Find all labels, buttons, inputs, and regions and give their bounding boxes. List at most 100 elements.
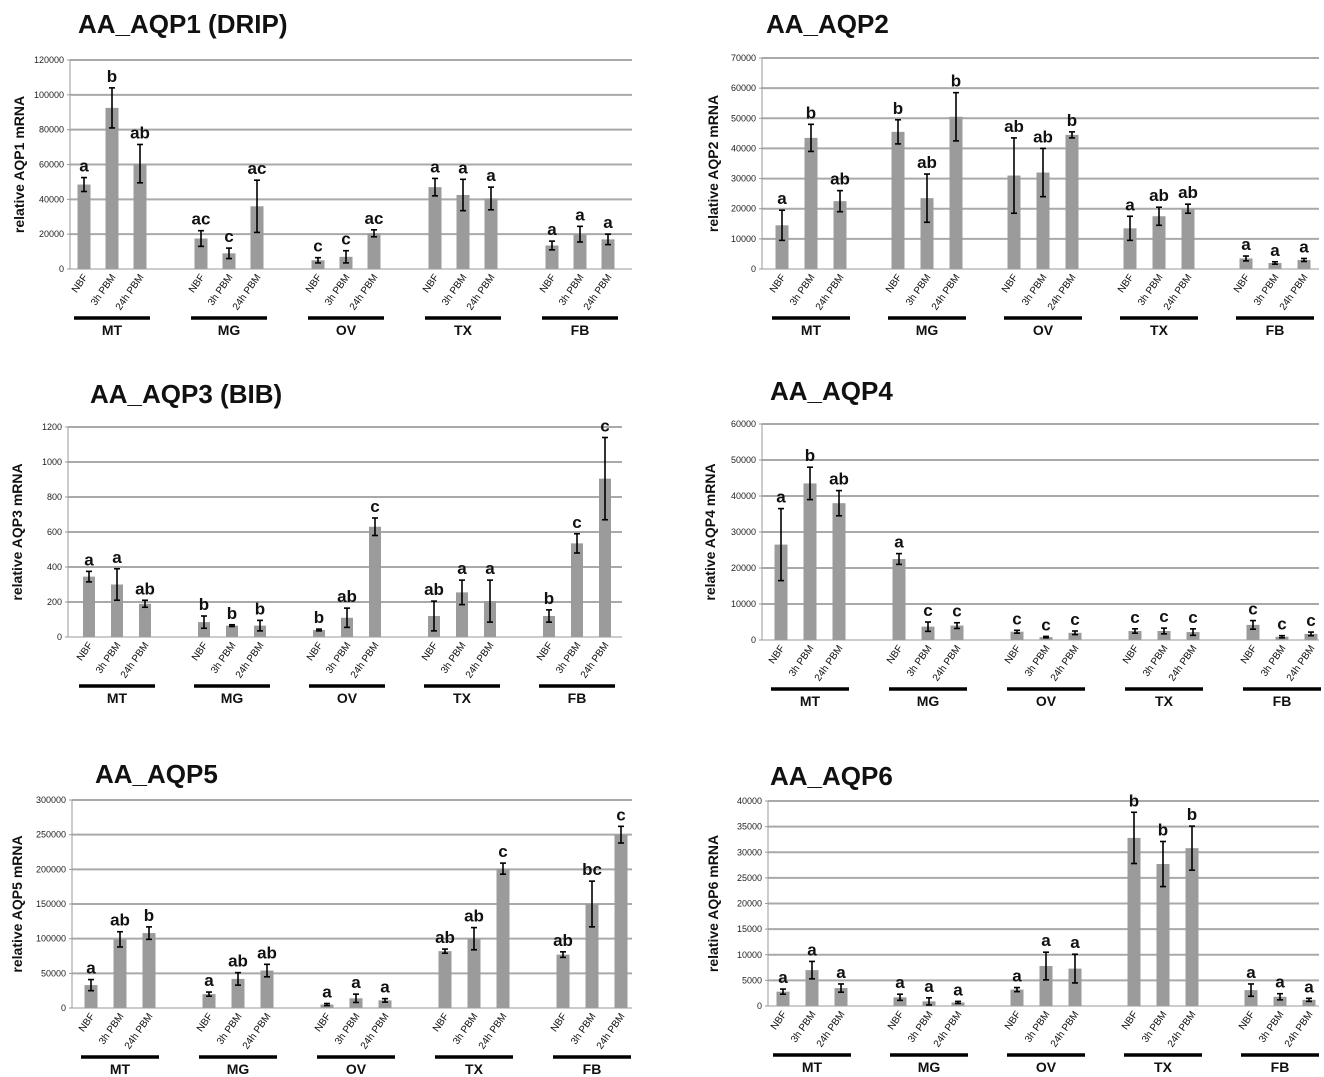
x-tick-label: NBF (1232, 272, 1252, 295)
chart-title: AA_AQP4 (770, 376, 893, 406)
significance-label: a (204, 971, 214, 990)
bar (1304, 633, 1318, 640)
y-tick-label: 60000 (39, 160, 64, 170)
bar (893, 997, 907, 1006)
x-tick-label: NBF (190, 640, 210, 663)
y-tick-label: 100000 (34, 90, 64, 100)
bar (194, 238, 208, 269)
group-label: MT (107, 690, 128, 706)
significance-label: ab (228, 952, 248, 971)
group-label: MG (221, 690, 244, 706)
y-tick-label: 0 (757, 1001, 762, 1011)
significance-label: c (1070, 610, 1079, 629)
bar (803, 483, 817, 640)
x-tick-label: NBF (420, 640, 440, 663)
significance-label: c (1130, 608, 1139, 627)
significance-label: a (1241, 235, 1251, 254)
y-axis-label: relative AQP5 mRNA (9, 835, 25, 972)
x-tick-label: 24h PBM (1046, 272, 1079, 312)
significance-label: ac (365, 209, 384, 228)
significance-label: b (1187, 805, 1197, 824)
x-tick-label: NBF (1239, 643, 1259, 666)
significance-label: ab (1178, 183, 1198, 202)
y-tick-label: 40000 (731, 143, 756, 153)
significance-label: a (953, 980, 963, 999)
x-tick-label: 3h PBM (209, 640, 238, 675)
significance-label: ac (192, 210, 211, 229)
y-tick-label: 250000 (36, 830, 66, 840)
group-label: MT (102, 322, 123, 338)
y-tick-label: 50000 (731, 455, 756, 465)
y-tick-label: 15000 (737, 924, 762, 934)
significance-label: b (893, 99, 903, 118)
significance-label: b (107, 67, 117, 86)
y-tick-label: 200000 (36, 864, 66, 874)
significance-label: a (1125, 195, 1135, 214)
x-tick-label: 3h PBM (554, 640, 583, 675)
x-tick-label: NBF (1003, 1009, 1023, 1032)
significance-label: c (498, 842, 507, 861)
y-tick-label: 150000 (36, 899, 66, 909)
bar (1273, 996, 1287, 1006)
x-tick-label: NBF (195, 1011, 215, 1034)
bar (1036, 172, 1050, 269)
x-tick-label: 24h PBM (1283, 1009, 1316, 1049)
significance-label: a (894, 533, 904, 552)
x-tick-label: 24h PBM (231, 272, 264, 312)
group-label: TX (454, 322, 473, 338)
bar (891, 131, 905, 269)
significance-label: a (86, 959, 96, 978)
significance-label: ab (135, 579, 155, 598)
chart-title: AA_AQP2 (766, 9, 889, 39)
x-tick-label: NBF (767, 643, 787, 666)
group-label: OV (336, 322, 357, 338)
significance-label: ab (435, 928, 455, 947)
bar (428, 187, 442, 269)
y-tick-label: 600 (47, 527, 62, 537)
y-tick-label: 0 (59, 264, 64, 274)
significance-label: a (1270, 241, 1280, 260)
bar (804, 137, 818, 269)
bar (1185, 848, 1199, 1006)
y-tick-label: 60000 (731, 419, 756, 429)
bar (1010, 631, 1024, 640)
bar (84, 985, 98, 1008)
y-tick-label: 1000 (42, 457, 62, 467)
significance-label: a (457, 559, 467, 578)
significance-label: a (485, 559, 495, 578)
significance-label: a (1275, 973, 1285, 992)
y-tick-label: 200 (47, 597, 62, 607)
y-tick-label: 400 (47, 562, 62, 572)
group-label: MG (218, 322, 241, 338)
y-tick-label: 20000 (737, 899, 762, 909)
x-tick-label: 24h PBM (464, 640, 497, 680)
x-tick-label: 3h PBM (787, 643, 816, 678)
bar (832, 503, 846, 640)
x-tick-label: 24h PBM (1162, 272, 1195, 312)
significance-label: c (1159, 607, 1168, 626)
x-tick-label: 3h PBM (904, 272, 933, 307)
significance-label: a (778, 968, 788, 987)
x-tick-label: 24h PBM (114, 272, 147, 312)
significance-label: b (1067, 111, 1077, 130)
bar (198, 622, 210, 637)
y-tick-label: 30000 (731, 174, 756, 184)
bar (543, 616, 555, 637)
bar (805, 970, 819, 1006)
bar (105, 107, 119, 269)
x-tick-label: NBF (75, 640, 95, 663)
bar (202, 994, 216, 1008)
x-tick-label: 24h PBM (932, 1009, 965, 1049)
x-tick-label: 24h PBM (931, 643, 964, 683)
bar (585, 904, 599, 1008)
x-tick-label: 24h PBM (1167, 643, 1200, 683)
y-tick-label: 0 (57, 632, 62, 642)
bar (1244, 990, 1258, 1006)
bar (113, 939, 127, 1008)
significance-label: c (224, 227, 233, 246)
x-tick-label: 24h PBM (119, 640, 152, 680)
significance-label: a (458, 158, 468, 177)
significance-label: c (1248, 600, 1257, 619)
significance-label: ab (337, 587, 357, 606)
y-tick-label: 0 (61, 1003, 66, 1013)
